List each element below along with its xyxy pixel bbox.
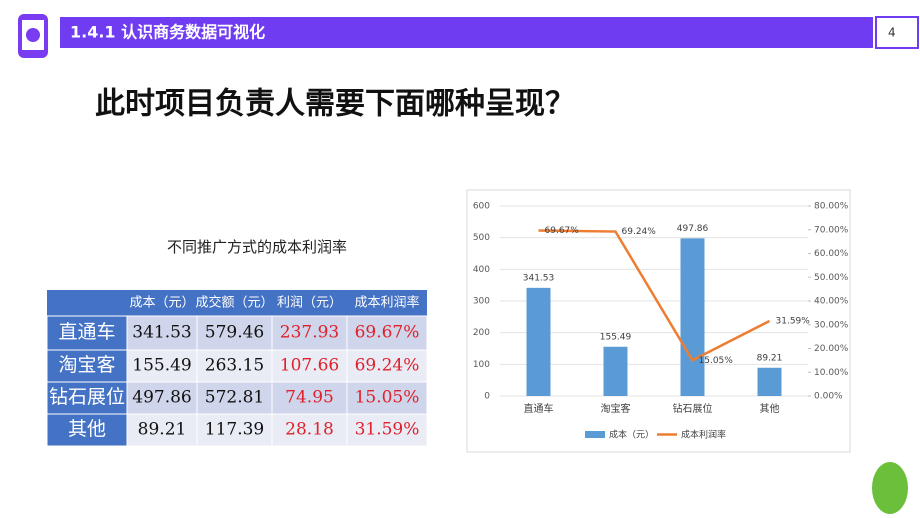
- table-value: 263.15: [205, 356, 264, 376]
- table-cell: [196, 413, 273, 447]
- table-value: 28.18: [285, 420, 334, 440]
- table-cell: [346, 349, 428, 383]
- legend-swatch: [585, 431, 605, 438]
- table-value: 31.59%: [355, 420, 420, 440]
- y-tick-label: 100: [473, 360, 490, 370]
- bar-label: 155.49: [600, 332, 632, 342]
- column-header: 成交额（元）: [195, 295, 273, 311]
- y-tick-label: 0: [484, 392, 490, 402]
- line-label: 31.59%: [776, 316, 811, 326]
- table-value: 572.81: [205, 388, 264, 408]
- table-cell: [46, 315, 128, 351]
- y-tick-label: 400: [473, 265, 490, 275]
- y-tick-label: 200: [473, 328, 490, 338]
- row-header: 直通车: [58, 321, 115, 343]
- legend-label: 成本利润率: [681, 429, 726, 441]
- section-title: 1.4.1 认识商务数据可视化: [70, 23, 265, 42]
- y2-tick-label: 40.00%: [814, 297, 849, 307]
- table-cell: [346, 315, 428, 351]
- row-header: 淘宝客: [58, 354, 115, 376]
- table-value: 69.67%: [355, 323, 420, 343]
- table-value: 89.21: [138, 420, 187, 440]
- table-value: 69.24%: [355, 356, 420, 376]
- table-value: 117.39: [205, 420, 264, 440]
- column-header: 成本（元）: [129, 296, 194, 311]
- phone-dot: [26, 28, 40, 42]
- page-number: 4: [888, 26, 896, 40]
- table-cell: [196, 315, 273, 351]
- table-value: 107.66: [280, 356, 339, 376]
- x-tick-label: 淘宝客: [601, 402, 631, 415]
- table-cell: [126, 349, 198, 383]
- table-value: 15.05%: [355, 388, 420, 408]
- table-cell: [271, 381, 348, 415]
- y2-tick-label: 80.00%: [814, 202, 849, 212]
- bar: [603, 346, 628, 396]
- y2-tick-label: 60.00%: [814, 249, 849, 259]
- header-bar: [60, 17, 873, 48]
- y-tick-label: 300: [473, 297, 490, 307]
- bar-label: 497.86: [677, 224, 709, 234]
- table-cell: [271, 349, 348, 383]
- table-cell: [346, 381, 428, 415]
- mascot: [872, 462, 908, 514]
- y-tick-label: 600: [473, 202, 490, 212]
- line-label: 15.05%: [699, 356, 734, 366]
- bar: [680, 238, 705, 396]
- line: [538, 229, 771, 362]
- table-value: 579.46: [205, 323, 264, 343]
- table-cell: [46, 381, 128, 415]
- line-label: 69.67%: [545, 226, 580, 236]
- column-header: 成本利润率: [354, 295, 419, 311]
- x-tick-label: 其他: [760, 402, 780, 415]
- x-tick-label: 钻石展位: [673, 402, 713, 415]
- column-header: 利润（元）: [277, 296, 342, 311]
- table-value: 237.93: [280, 323, 339, 343]
- bar: [757, 367, 782, 396]
- table-cell: [271, 413, 348, 447]
- x-tick-label: 直通车: [524, 402, 554, 415]
- y2-tick-label: 0.00%: [814, 392, 843, 402]
- y2-tick-label: 50.00%: [814, 273, 849, 283]
- y2-tick-label: 70.00%: [814, 225, 849, 235]
- y2-tick-label: 10.00%: [814, 368, 849, 378]
- bar: [526, 287, 551, 396]
- table-cell: [196, 381, 273, 415]
- y2-tick-label: 20.00%: [814, 344, 849, 354]
- table-cell: [46, 413, 128, 447]
- y-tick-label: 500: [473, 233, 490, 243]
- row-header: 钻石展位: [49, 386, 125, 408]
- table-value: 341.53: [132, 323, 191, 343]
- table-cell: [346, 413, 428, 447]
- table-title: 不同推广方式的成本利润率: [167, 238, 347, 256]
- y2-tick-label: 30.00%: [814, 320, 849, 330]
- page-box: [875, 16, 919, 49]
- table-value: 74.95: [285, 388, 334, 408]
- bar-label: 89.21: [757, 353, 783, 363]
- legend-label: 成本（元）: [609, 429, 654, 441]
- row-header: 其他: [68, 418, 106, 440]
- table-value: 155.49: [132, 356, 191, 376]
- table-header-bg: [47, 290, 427, 316]
- line-label: 69.24%: [622, 227, 657, 237]
- bar-label: 341.53: [523, 273, 555, 283]
- slide-title: 此时项目负责人需要下面哪种呈现？: [95, 87, 575, 122]
- table-cell: [126, 413, 198, 447]
- table-value: 497.86: [132, 388, 191, 408]
